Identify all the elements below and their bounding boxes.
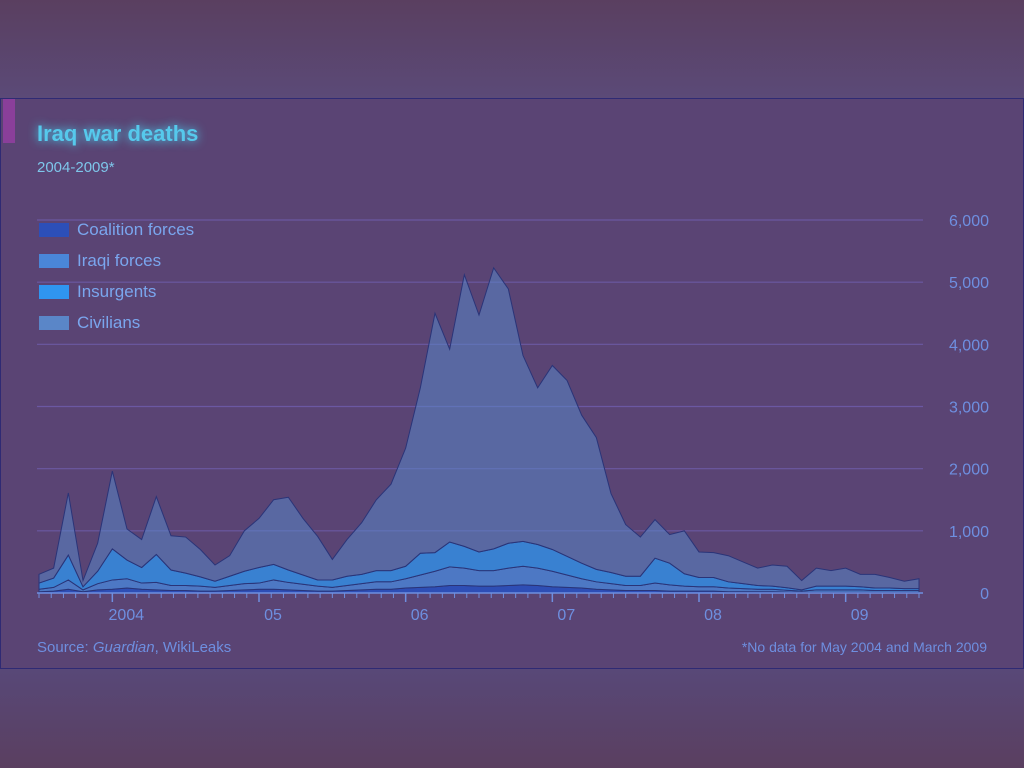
x-tick-label: 06 xyxy=(411,607,429,624)
y-tick-label: 1,000 xyxy=(949,524,989,541)
legend-item-iraqi: Iraqi forces xyxy=(39,245,194,276)
legend-label-iraqi: Iraqi forces xyxy=(77,250,162,270)
title-accent-bar xyxy=(3,99,15,143)
legend-swatch-insurgents xyxy=(39,284,69,299)
area-civilians xyxy=(38,266,920,591)
background-top xyxy=(0,0,1024,100)
y-tick-label: 3,000 xyxy=(949,400,989,417)
legend: Coalition forces Iraqi forces Insurgents… xyxy=(39,214,194,338)
legend-label-insurgents: Insurgents xyxy=(77,281,157,301)
x-tick-label: 2004 xyxy=(109,607,145,624)
x-tick-label: 09 xyxy=(851,607,869,624)
chart-canvas: 6,000 5,000 4,000 3,000 2,000 1,000 0 2004 05 06 0… xyxy=(37,213,989,624)
y-tick-label: 5,000 xyxy=(949,275,989,292)
footnote: *No data for May 2004 and March 2009 xyxy=(741,639,987,655)
legend-label-civilians: Civilians xyxy=(77,312,141,332)
x-tick-label: 08 xyxy=(704,607,722,624)
legend-swatch-coalition xyxy=(39,222,69,237)
x-tick-label: 05 xyxy=(264,607,282,624)
source-note: Source: Guardian, WikiLeaks xyxy=(37,639,231,656)
chart-subtitle: 2004-2009* xyxy=(37,159,115,176)
y-tick-label: 2,000 xyxy=(949,462,989,479)
legend-item-coalition: Coalition forces xyxy=(39,214,194,245)
legend-label-coalition: Coalition forces xyxy=(77,219,195,239)
legend-item-insurgents: Insurgents xyxy=(39,276,194,307)
legend-item-civilians: Civilians xyxy=(39,307,194,338)
x-tick-label: 07 xyxy=(557,607,575,624)
y-tick-label: 6,000 xyxy=(949,213,989,230)
axes: 6,000 5,000 4,000 3,000 2,000 1,000 0 2004 05 06 0… xyxy=(37,213,989,624)
y-tick-label: 4,000 xyxy=(949,337,989,354)
chart-panel: 6,000 5,000 4,000 3,000 2,000 1,000 0 2004 05 06 0… xyxy=(0,98,1024,669)
background-bottom xyxy=(0,668,1024,768)
legend-swatch-civilians xyxy=(39,315,69,330)
source-italic: Guardian xyxy=(92,639,155,656)
chart-title: Iraq war deaths xyxy=(37,121,199,146)
legend-swatch-iraqi xyxy=(39,253,69,268)
source-suffix: , WikiLeaks xyxy=(154,639,232,656)
y-tick-label: 0 xyxy=(980,586,989,603)
stacked-areas xyxy=(38,266,920,594)
source-prefix: Source: xyxy=(37,639,93,656)
